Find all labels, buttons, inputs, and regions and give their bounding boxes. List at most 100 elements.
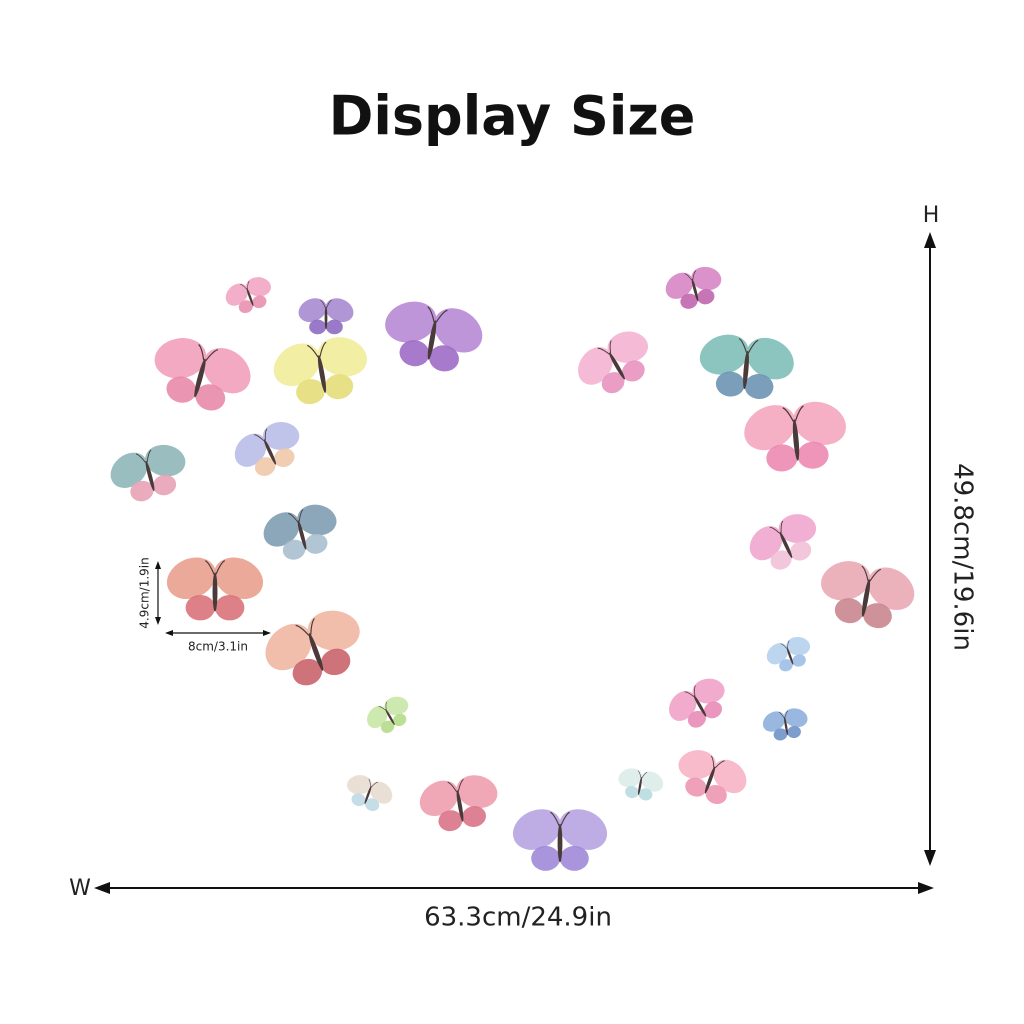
wing	[419, 780, 459, 817]
height-label: H	[923, 203, 940, 228]
wing	[273, 343, 321, 387]
wing	[578, 347, 613, 385]
wing	[385, 301, 437, 343]
wing	[367, 705, 388, 729]
wing	[863, 603, 892, 629]
wing	[770, 550, 792, 570]
wing	[680, 293, 698, 309]
wing	[282, 539, 306, 560]
antenna	[368, 778, 378, 788]
body	[693, 695, 707, 717]
wing	[793, 401, 846, 445]
wing	[225, 283, 249, 306]
butterfly	[166, 557, 264, 621]
wing	[797, 441, 829, 469]
antenna	[378, 701, 387, 711]
wing	[203, 348, 251, 394]
wing	[715, 371, 745, 397]
butterfly	[234, 422, 300, 476]
wing	[640, 771, 664, 792]
wing	[392, 713, 407, 727]
wing	[213, 557, 264, 600]
wing	[744, 374, 774, 400]
butterfly	[110, 444, 186, 502]
wing	[347, 775, 372, 795]
wing	[438, 810, 463, 832]
butterfly	[821, 561, 915, 629]
wing	[298, 298, 327, 323]
butterfly	[665, 266, 722, 309]
wing	[601, 372, 625, 394]
antenna	[597, 340, 612, 355]
butterfly	[699, 334, 794, 400]
antenna	[320, 299, 332, 309]
body	[145, 460, 155, 492]
wing	[773, 728, 788, 741]
body	[263, 439, 277, 465]
butterfly	[347, 775, 393, 812]
wing	[744, 405, 796, 451]
arrow-head	[155, 561, 161, 625]
body	[427, 320, 437, 360]
butterfly	[744, 401, 846, 472]
butterfly	[298, 298, 354, 335]
wing	[625, 786, 639, 799]
wing	[790, 541, 812, 561]
butterfly	[225, 277, 271, 314]
antenna	[447, 779, 464, 793]
butterfly	[678, 750, 747, 805]
wing	[559, 809, 608, 850]
wing	[867, 567, 915, 611]
antenna	[135, 449, 152, 463]
antenna	[710, 755, 725, 769]
antenna	[306, 341, 327, 358]
item-width: 8cm/3.1in	[188, 640, 248, 654]
body	[786, 647, 794, 665]
antenna	[637, 770, 648, 779]
antenna	[778, 710, 789, 719]
wing	[512, 809, 561, 850]
wing	[265, 623, 312, 671]
antenna	[861, 565, 882, 582]
antenna	[240, 280, 250, 290]
antenna	[780, 640, 790, 649]
body	[194, 358, 206, 398]
body	[779, 531, 793, 559]
wing	[273, 448, 295, 468]
wing	[166, 376, 197, 403]
wing	[704, 701, 723, 719]
body	[297, 520, 307, 550]
butterfly	[263, 504, 337, 560]
antenna	[769, 520, 784, 534]
antenna	[288, 509, 304, 523]
wing	[787, 726, 801, 739]
antenna	[427, 306, 448, 323]
title: Display Size	[329, 85, 696, 148]
body	[456, 790, 464, 822]
wing	[697, 289, 715, 305]
width-label: W	[69, 876, 91, 901]
wing	[669, 690, 697, 721]
wing	[766, 643, 789, 665]
body	[246, 287, 254, 307]
wing	[324, 374, 354, 400]
antenna	[295, 618, 315, 636]
butterflies	[110, 266, 915, 871]
wing	[786, 636, 811, 656]
butterfly	[512, 809, 608, 871]
wing	[325, 298, 354, 323]
wing	[429, 345, 459, 372]
antenna	[254, 428, 268, 442]
wing	[607, 331, 649, 363]
antenna	[782, 405, 804, 422]
body	[784, 716, 788, 736]
height-value: 49.8cm/19.6in	[948, 463, 978, 651]
butterfly	[618, 768, 664, 801]
wing	[779, 659, 793, 672]
wing	[351, 793, 366, 807]
wing	[195, 384, 226, 411]
wing	[246, 277, 271, 297]
wing	[296, 379, 325, 405]
antenna	[738, 338, 759, 354]
